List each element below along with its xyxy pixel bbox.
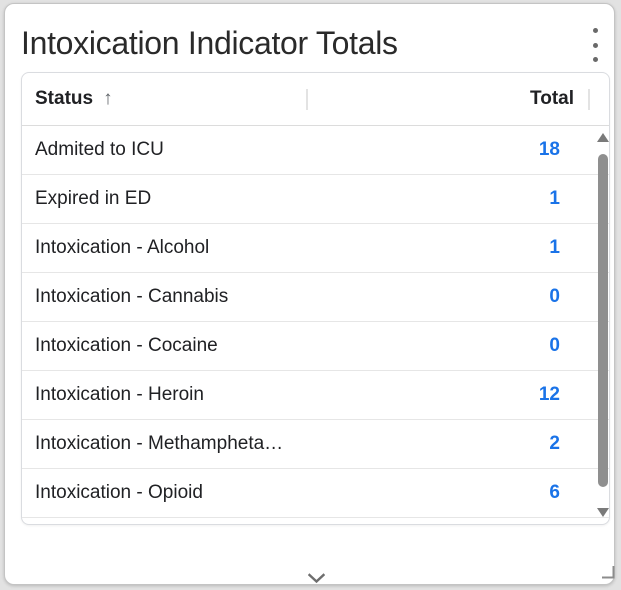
- row-status: Intoxication - Alcohol: [35, 237, 210, 258]
- row-status: Intoxication - Heroin: [35, 384, 204, 405]
- row-status: Expired in ED: [35, 188, 152, 209]
- table-row[interactable]: Expired in ED 1: [22, 175, 609, 224]
- scrollbar-down-arrow-icon[interactable]: [597, 508, 609, 518]
- kebab-dot: [592, 57, 598, 62]
- row-total: 2: [549, 433, 560, 454]
- row-total: 1: [549, 237, 560, 258]
- column-resize-handle[interactable]: [588, 89, 590, 110]
- table-row[interactable]: Intoxication - Opioid 6: [22, 469, 609, 518]
- table-row[interactable]: Intoxication - Cocaine 0: [22, 322, 609, 371]
- table-row[interactable]: Admited to ICU 18: [22, 126, 609, 175]
- row-status: Intoxication - Opioid: [35, 482, 203, 503]
- total-column-header[interactable]: Total: [530, 73, 574, 125]
- scrollbar-thumb[interactable]: [598, 154, 608, 487]
- row-total: 12: [538, 384, 560, 405]
- total-column-label: Total: [530, 88, 574, 109]
- row-status: Intoxication - Cocaine: [35, 335, 218, 356]
- scrollbar-up-arrow-icon[interactable]: [597, 133, 609, 143]
- row-status: Admited to ICU: [35, 139, 164, 160]
- widget-title: Intoxication Indicator Totals: [21, 25, 398, 61]
- widget-card: Intoxication Indicator Totals Status ↑ T…: [4, 3, 615, 585]
- status-column-header[interactable]: Status ↑: [35, 73, 113, 125]
- column-resize-handle[interactable]: [306, 89, 308, 110]
- row-total: 6: [549, 482, 560, 503]
- status-column-label: Status: [35, 88, 94, 109]
- row-total: 18: [538, 139, 560, 160]
- kebab-menu-button[interactable]: [584, 26, 606, 64]
- table-row[interactable]: Intoxication - Cannabis 0: [22, 273, 609, 322]
- row-status: Intoxication - Methampheta…: [35, 433, 284, 454]
- table-row[interactable]: Intoxication - Alcohol 1: [22, 224, 609, 273]
- row-total: 0: [549, 335, 560, 356]
- table-row[interactable]: Intoxication - Methampheta… 2: [22, 420, 609, 469]
- sort-ascending-icon: ↑: [103, 88, 113, 109]
- table-chart: Status ↑ Total Admited to ICU 18 Expired…: [21, 72, 610, 525]
- table-header-row: Status ↑ Total: [22, 73, 609, 126]
- row-status: Intoxication - Cannabis: [35, 286, 229, 307]
- row-total: 0: [549, 286, 560, 307]
- table-row[interactable]: Intoxication - Heroin 12: [22, 371, 609, 420]
- kebab-dot: [592, 42, 598, 48]
- chevron-down-icon[interactable]: [308, 573, 325, 584]
- resize-corner-icon[interactable]: [601, 565, 616, 580]
- row-total: 1: [549, 188, 560, 209]
- kebab-dot: [592, 28, 598, 33]
- table-body: Admited to ICU 18 Expired in ED 1 Intoxi…: [22, 126, 609, 518]
